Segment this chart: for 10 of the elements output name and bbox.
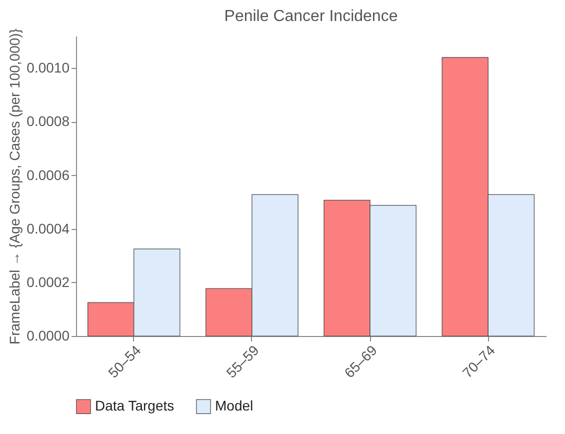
y-tick-label: 0.0006 — [26, 166, 70, 183]
y-tick-label: 0.0008 — [26, 113, 70, 130]
y-tick-label: 0.0002 — [26, 274, 70, 290]
y-tick-label: 0.0000 — [26, 328, 70, 344]
legend-label: Data Targets — [95, 398, 174, 414]
y-tick-label: 0.0004 — [26, 220, 70, 236]
y-tick-label: 0.0010 — [26, 60, 70, 76]
legend-label: Model — [215, 398, 254, 414]
y-axis-title: FrameLabel → {Age Groups, Cases (per 100,000)} — [6, 28, 23, 344]
chart-title: Penile Cancer Incidence — [224, 8, 398, 26]
